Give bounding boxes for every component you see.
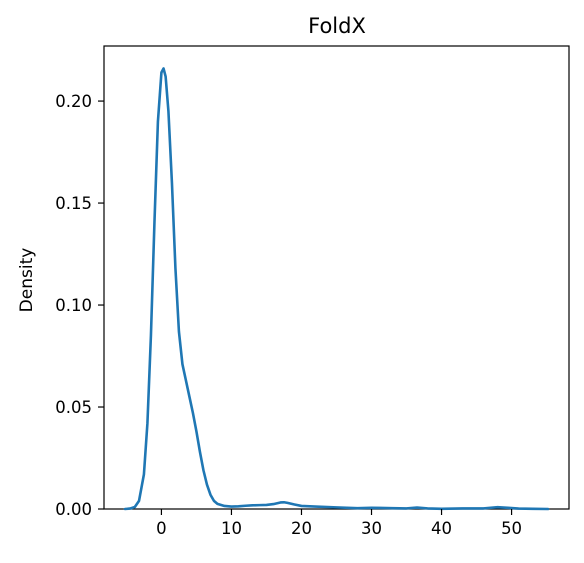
x-tick-label: 20 — [291, 519, 312, 538]
y-tick-label: 0.00 — [55, 500, 92, 519]
x-tick-label: 0 — [156, 519, 167, 538]
x-tick-label: 40 — [431, 519, 452, 538]
x-tick-label: 50 — [501, 519, 522, 538]
y-tick-label: 0.15 — [55, 194, 92, 213]
y-tick-label: 0.10 — [55, 296, 92, 315]
x-tick-label: 10 — [221, 519, 242, 538]
x-tick-label: 30 — [361, 519, 382, 538]
y-tick-label: 0.20 — [55, 92, 92, 111]
plot-area-frame — [104, 46, 569, 509]
y-axis-label: Density — [17, 248, 37, 313]
chart-title: FoldX — [308, 14, 366, 38]
density-curve-0 — [125, 68, 548, 509]
y-tick-label: 0.05 — [55, 398, 92, 417]
